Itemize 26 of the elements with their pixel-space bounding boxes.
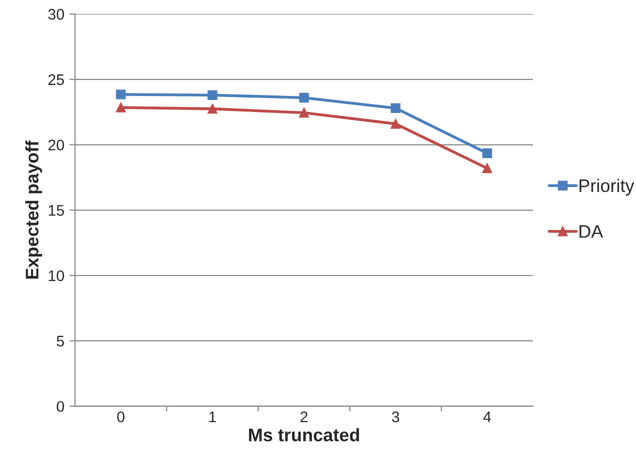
legend-label: Priority (580, 178, 634, 196)
x-tick-label: 1 (209, 412, 216, 422)
point (299, 108, 309, 118)
point (482, 163, 492, 174)
x-tick-label: 4 (483, 412, 491, 422)
y-tick-label: 5 (56, 336, 64, 347)
point (208, 104, 218, 114)
y-tick-label: 10 (48, 270, 64, 282)
point (116, 90, 126, 100)
y-axis-title: Expected payoff (25, 140, 42, 279)
point (482, 148, 492, 158)
x-tick-label: 0 (117, 411, 124, 422)
point (208, 90, 218, 100)
y-tick-label: 30 (48, 8, 64, 20)
x-tick-label: 3 (392, 411, 400, 422)
point (299, 92, 309, 103)
point (390, 103, 400, 114)
y-tick-label: 25 (48, 74, 64, 86)
x-tick-label: 2 (300, 411, 308, 422)
x-axis-title: Ms truncated (249, 428, 360, 442)
legend-label: DA (580, 225, 604, 238)
y-tick-label: 20 (48, 140, 64, 150)
point (390, 118, 400, 129)
point (116, 102, 126, 112)
y-tick-label: 15 (48, 205, 64, 216)
y-tick-label: 0 (56, 401, 64, 412)
